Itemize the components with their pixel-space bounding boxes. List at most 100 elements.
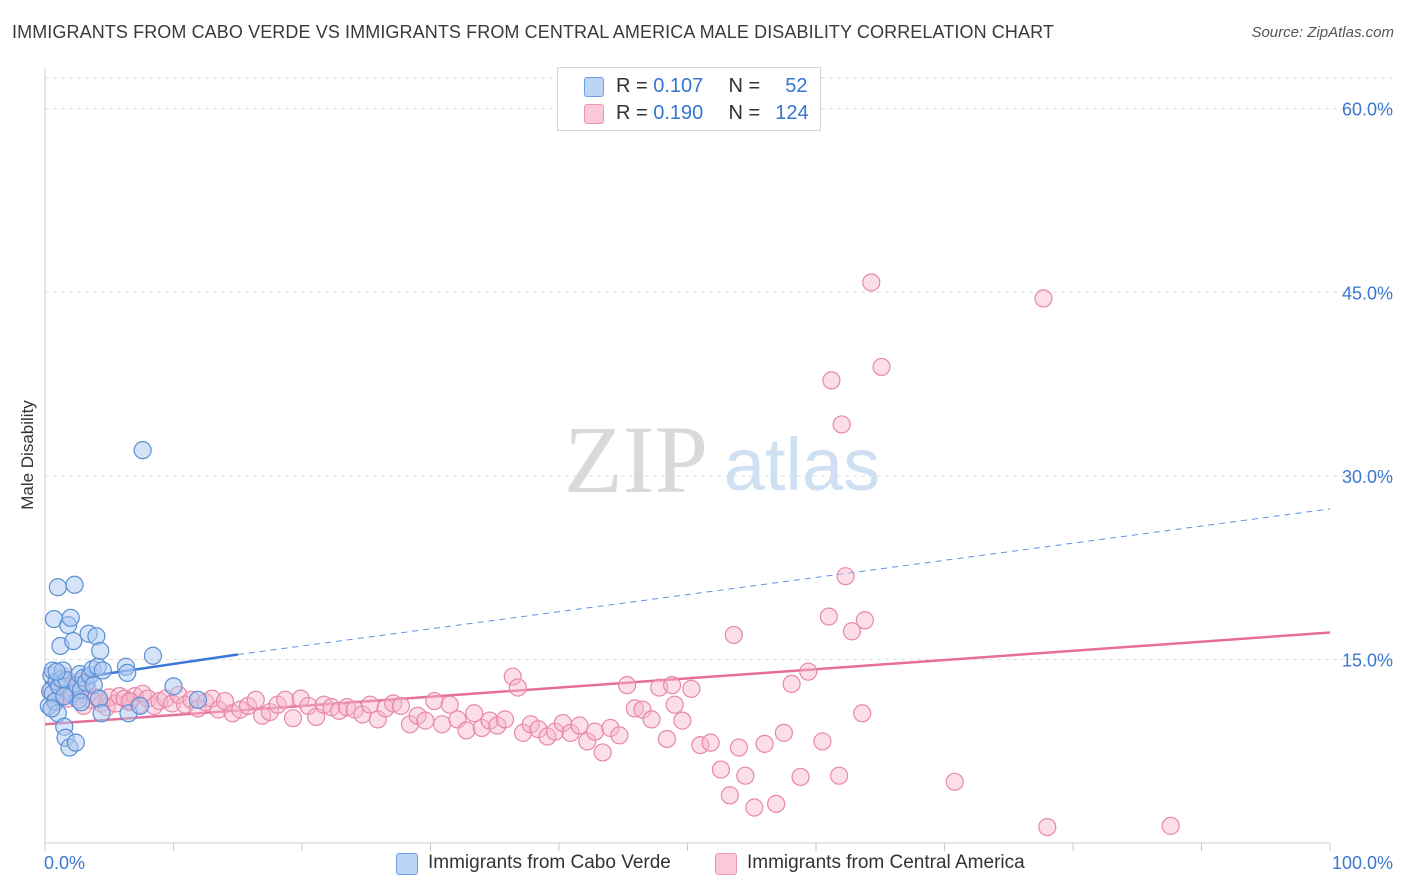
bottom-legend-label: Immigrants from Cabo Verde	[428, 852, 671, 873]
y-tick-label: 60.0%	[1342, 100, 1393, 120]
bottom-legend-swatch-blue	[396, 853, 418, 875]
bottom-legend-label: Immigrants from Central America	[747, 852, 1025, 873]
cabo-verde-point	[61, 608, 80, 627]
watermark: ZIP atlas	[564, 406, 880, 513]
cabo-verde-point	[55, 687, 74, 706]
central-america-point	[472, 718, 491, 738]
central-america-point	[432, 715, 452, 734]
central-america-point	[391, 696, 411, 716]
cabo-verde-point	[64, 631, 83, 651]
cabo-verde-point	[91, 641, 110, 660]
central-america-point	[813, 732, 832, 751]
central-america-point	[425, 691, 444, 711]
central-america-point	[682, 679, 701, 698]
cabo-verde-point	[143, 646, 163, 665]
central-america-point	[822, 371, 841, 390]
central-america-point	[508, 678, 527, 697]
central-america-point	[1161, 816, 1180, 835]
cabo-verde-point	[93, 661, 112, 680]
cabo-verde-point	[133, 441, 152, 460]
cabo-verde-point	[42, 699, 61, 718]
tick-labels: 15.0% 30.0% 45.0% 60.0% 0.0% 100.0%	[44, 100, 1393, 873]
central-america-point	[755, 734, 774, 753]
legend-n-label: N =	[728, 102, 761, 124]
cabo-verde-points	[39, 441, 208, 757]
legend-n-value: 52	[785, 75, 808, 97]
source-label: Source: ZipAtlas.com	[1251, 24, 1394, 41]
central-america-point	[836, 567, 855, 586]
central-america-point	[729, 738, 749, 757]
cabo-verde-point	[188, 690, 208, 709]
cabo-verde-point	[65, 575, 84, 594]
central-america-point	[276, 690, 295, 709]
legend-r-label: R =	[616, 75, 648, 97]
central-america-point	[610, 726, 629, 745]
central-america-point	[361, 695, 380, 714]
central-america-point	[665, 695, 684, 714]
y-axis-label: Male Disability	[18, 400, 37, 510]
central-america-point	[853, 704, 872, 723]
legend-swatch-pink	[584, 104, 604, 124]
central-america-point	[495, 710, 515, 729]
cabo-verde-point	[164, 677, 183, 696]
cabo-verde-point	[48, 578, 67, 597]
central-america-point	[1038, 817, 1057, 837]
x-tick-label: 0.0%	[44, 853, 85, 873]
central-america-point	[440, 695, 459, 714]
central-america-point	[711, 760, 731, 779]
central-america-point	[842, 622, 862, 641]
central-america-point	[642, 710, 661, 729]
cabo-verde-point	[130, 696, 150, 716]
central-america-point	[774, 723, 793, 742]
central-america-points	[42, 273, 1180, 837]
central-america-trend-line	[44, 631, 1331, 726]
central-america-point	[416, 711, 435, 730]
central-america-point	[872, 357, 891, 377]
y-tick-label: 15.0%	[1342, 650, 1393, 670]
legend-n-value: 124	[775, 102, 809, 124]
gridlines	[45, 77, 1392, 660]
cabo-verde-point	[47, 662, 66, 681]
central-america-point	[291, 689, 310, 708]
central-america-point	[570, 716, 589, 735]
central-america-point	[457, 721, 476, 740]
watermark-atlas: atlas	[724, 423, 880, 506]
central-america-point	[720, 786, 740, 805]
central-america-point	[465, 704, 484, 723]
central-america-point	[657, 729, 677, 749]
cabo-verde-point	[71, 693, 91, 712]
central-america-point	[618, 676, 637, 695]
cabo-verde-point	[66, 733, 85, 752]
central-america-point	[1034, 289, 1053, 308]
legend-r-label: R =	[616, 102, 648, 124]
central-america-point	[830, 766, 849, 785]
x-tick-label: 100.0%	[1332, 853, 1393, 873]
watermark-zip: ZIP	[564, 406, 708, 513]
cabo-verde-trend-extension	[237, 508, 1331, 656]
central-america-point	[832, 415, 851, 434]
central-america-point	[945, 772, 964, 791]
central-america-point	[782, 674, 801, 694]
central-america-point	[799, 662, 818, 681]
central-america-point	[701, 733, 720, 752]
central-america-point	[593, 743, 612, 762]
central-america-point	[791, 767, 810, 787]
cabo-verde-point	[118, 663, 137, 682]
central-america-point	[625, 699, 644, 718]
central-america-point	[246, 690, 265, 709]
central-america-point	[283, 709, 303, 728]
central-america-point	[585, 722, 605, 741]
y-tick-label: 45.0%	[1342, 283, 1393, 303]
correlation-legend: R = 0.107 N = 52 R = 0.190 N = 124	[557, 67, 821, 131]
y-tick-label: 30.0%	[1342, 467, 1393, 487]
bottom-legend-swatch-pink	[715, 853, 737, 875]
central-america-point	[503, 667, 522, 686]
central-america-point	[862, 273, 881, 292]
central-america-point	[767, 794, 786, 813]
central-america-point	[662, 676, 682, 695]
central-america-point	[736, 766, 755, 785]
cabo-verde-point	[89, 689, 109, 708]
central-america-point	[724, 625, 743, 645]
legend-n-label: N =	[728, 75, 761, 97]
